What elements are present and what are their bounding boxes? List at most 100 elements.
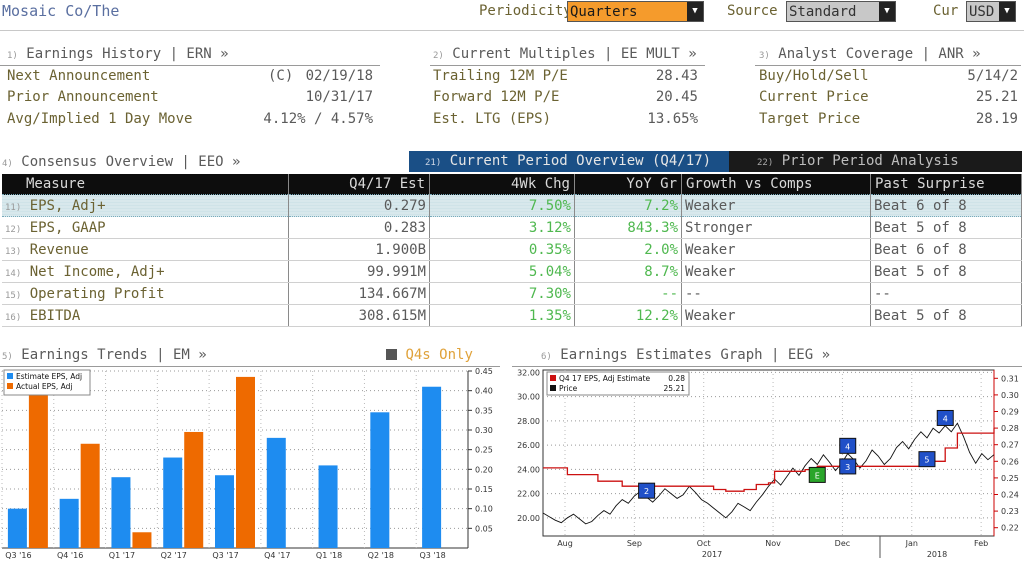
legend-value: 0.28	[668, 374, 685, 383]
y-tick-label: 0.25	[475, 446, 493, 455]
measure-name: EBITDA	[29, 307, 81, 324]
left-tick-label: 24.00	[517, 465, 540, 474]
x-tick-label: Dec	[835, 539, 850, 548]
tab-label: Current Period Overview (Q4/17)	[449, 153, 711, 169]
x-tick-label: Q3 '17	[212, 551, 238, 560]
current-multiples-header[interactable]: 2) Current Multiples | EE MULT »	[433, 46, 697, 62]
bar-actual	[236, 376, 255, 548]
estimates-graph-header[interactable]: 6) Earnings Estimates Graph | EEG »	[541, 347, 830, 363]
chevron-down-icon: ▼	[879, 2, 895, 21]
source-dropdown[interactable]: Standard ▼	[786, 1, 896, 22]
measure-cell[interactable]: 13) Revenue	[2, 238, 289, 261]
tab-current-period[interactable]: 21) Current Period Overview (Q4/17)	[409, 151, 729, 172]
earnings-history-header[interactable]: 1) Earnings History | ERN »	[7, 46, 229, 62]
table-row[interactable]: 16) EBITDA 308.615M 1.35% 12.2% Weaker Beat 5…	[2, 304, 1022, 327]
event-marker	[839, 437, 857, 454]
past-surprise-cell: Beat 6 of 8	[870, 238, 1022, 261]
legend-box	[546, 371, 690, 396]
table-row[interactable]: 14) Net Income, Adj+ 99.991M 5.04% 8.7% Weak…	[2, 260, 1022, 283]
event-marker	[918, 451, 936, 468]
yoy-growth-cell: --	[574, 282, 682, 305]
analyst-coverage-header[interactable]: 3) Analyst Coverage | ANR »	[759, 46, 981, 62]
yoy-growth-cell: 843.3%	[574, 216, 682, 239]
earnings-trends-chart: 0.05 0.10 0.15 0.20 0.25 0.30 0.35 0.40 0.45 Q3 '…	[1, 368, 493, 560]
growth-vs-comps-cell: Weaker	[681, 260, 871, 283]
four-week-change-cell: 7.50%	[429, 194, 575, 217]
table-row[interactable]: 15) Operating Profit 134.667M 7.30% -- -- --	[2, 282, 1022, 305]
left-tick-label: 28.00	[517, 417, 540, 426]
measure-name: Operating Profit	[29, 285, 165, 302]
four-week-change-cell: 1.35%	[429, 304, 575, 327]
column-header[interactable]: Q4/17 Est	[288, 174, 430, 195]
y-tick-label: 0.15	[475, 485, 493, 494]
yoy-growth-cell: 12.2%	[574, 304, 682, 327]
bar-actual	[132, 532, 152, 548]
bar-actual	[80, 443, 100, 548]
table-row[interactable]: 13) Revenue 1.900B 0.35% 2.0% Weaker Beat 6 o…	[2, 238, 1022, 261]
y-tick-label: 0.20	[475, 465, 493, 474]
row-value: 25.21	[975, 89, 1018, 105]
x-tick-label: Feb	[974, 539, 988, 548]
row-number: 13)	[5, 246, 22, 257]
bar-estimate	[318, 465, 338, 548]
right-tick-label: 0.23	[1001, 507, 1019, 516]
growth-vs-comps-cell: Weaker	[681, 194, 871, 217]
y-tick-label: 0.05	[475, 524, 493, 533]
x-tick-label: Nov	[765, 539, 781, 548]
past-surprise-cell: --	[870, 282, 1022, 305]
toggle-label: Q4s Only	[405, 347, 473, 363]
periodicity-dropdown[interactable]: Quarters ▼	[567, 1, 704, 22]
q4s-only-toggle[interactable]: Q4s Only	[386, 347, 473, 363]
y-tick-label: 0.35	[475, 406, 493, 415]
tab-prior-period[interactable]: 22) Prior Period Analysis (Q3/17)	[729, 151, 1022, 192]
past-surprise-cell: Beat 6 of 8	[870, 194, 1022, 217]
left-tick-label: 26.00	[517, 441, 540, 450]
chevron-down-icon: ▼	[687, 2, 703, 21]
four-week-change-cell: 7.30%	[429, 282, 575, 305]
event-marker-label: 4	[943, 414, 948, 423]
table-row[interactable]: 12) EPS, GAAP 0.283 3.12% 843.3% Stronger Bea…	[2, 216, 1022, 239]
x-tick-label: Q1 '17	[109, 551, 135, 560]
bar-actual	[28, 392, 48, 548]
tab-number: 22)	[757, 158, 774, 168]
x-tick-label: Oct	[697, 539, 711, 548]
right-tick-label: 0.30	[1001, 391, 1019, 400]
event-marker	[638, 482, 656, 499]
legend-swatch	[550, 385, 556, 391]
section-number: 6)	[541, 352, 552, 362]
column-header[interactable]: 4Wk Chg	[429, 174, 575, 195]
row-label: Buy/Hold/Sell	[759, 68, 869, 84]
measure-cell[interactable]: 14) Net Income, Adj+	[2, 260, 289, 283]
measure-cell[interactable]: 11) EPS, Adj+	[2, 194, 289, 217]
row-label: Forward 12M P/E	[433, 89, 560, 105]
row-value: 20.45	[655, 89, 698, 105]
bar-actual	[184, 431, 204, 548]
earnings-trends-header[interactable]: 5) Earnings Trends | EM »	[2, 347, 207, 363]
measure-cell[interactable]: 16) EBITDA	[2, 304, 289, 327]
security-title: Mosaic Co/The	[2, 2, 120, 20]
x-tick-label: Q3 '18	[419, 551, 445, 560]
right-tick-label: 0.22	[1001, 524, 1019, 533]
checkbox-icon	[386, 349, 397, 360]
section-title: Analyst Coverage | ANR »	[778, 46, 981, 62]
measure-cell[interactable]: 12) EPS, GAAP	[2, 216, 289, 239]
bar-estimate	[7, 508, 27, 548]
consensus-header[interactable]: 4) Consensus Overview | EEO »	[2, 154, 240, 170]
column-header[interactable]: Past Surprise	[870, 174, 1022, 195]
currency-dropdown[interactable]: USD ▼	[966, 1, 1016, 22]
table-row[interactable]: 11) EPS, Adj+ 0.279 7.50% 7.2% Weaker Beat 6 …	[2, 194, 1022, 217]
measure-name: Revenue	[29, 241, 89, 258]
source-label: Source	[727, 3, 778, 19]
x-tick-label: Q2 '17	[161, 551, 187, 560]
column-header[interactable]: Measure	[2, 174, 289, 195]
past-surprise-cell: Beat 5 of 8	[870, 216, 1022, 239]
currency-value: USD	[969, 4, 995, 20]
bar-estimate	[215, 475, 234, 548]
section-title: Consensus Overview | EEO »	[21, 154, 241, 170]
column-header[interactable]: Growth vs Comps	[681, 174, 871, 195]
bar-estimate	[370, 412, 390, 548]
column-header[interactable]: YoY Gr	[574, 174, 682, 195]
section-number: 3)	[759, 51, 770, 61]
measure-cell[interactable]: 15) Operating Profit	[2, 282, 289, 305]
bar-estimate	[111, 477, 131, 548]
